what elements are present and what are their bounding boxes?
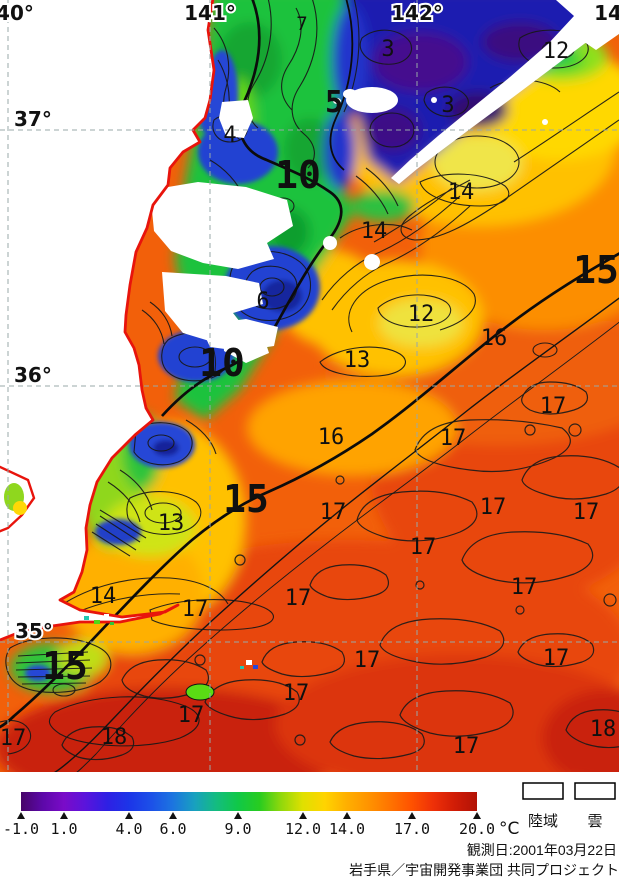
legend-area: -1.0 1.0 4.0 6.0 9.0 12.0 14.0 17.0 20.0… [0,772,619,881]
colorbar-tick-label: 20.0 [459,820,495,838]
contour-lines [0,0,619,755]
contour-label: 17 [283,681,310,706]
contour-label: 17 [320,500,347,525]
contour-label: 12 [543,39,570,64]
contour-label: 16 [481,326,508,351]
colorbar-tick-label: 1.0 [50,820,77,838]
contour-label: 5 [325,85,343,120]
colorbar-ticks [17,812,481,819]
contour-label: 14 [90,584,117,609]
contour-label: 16 [318,425,345,450]
grid-labels: 140° 141° 142° 143° 37° 36° 35° [0,0,619,645]
contour-label: 18 [590,717,617,742]
contour-label: 17 [410,535,437,560]
colorbar-tick-label: 4.0 [115,820,142,838]
land-area [0,0,216,642]
contour-label: 15 [573,248,619,292]
colorbar-tick-label: 14.0 [329,820,365,838]
cloud-legend-box [574,782,616,800]
land-legend-box [522,782,564,800]
contour-label: 17 [511,575,538,600]
warm-zone-contour-loops [61,381,619,761]
contour-label: 17 [573,500,600,525]
contour-label: 17 [0,726,26,751]
contour-value-labels: 7 3 5 3 12 4 10 14 14 6 12 16 15 13 10 1… [0,13,619,759]
contour-label: 17 [285,586,312,611]
contour-label: 13 [158,511,185,536]
contour-label: 14 [448,180,475,205]
temperature-field [0,0,619,772]
cloud-areas [150,0,619,363]
temperature-colorbar [21,792,477,811]
contour-label: 18 [101,725,128,750]
latitude-label: 37° [14,107,52,131]
unit-label: °C [499,819,519,839]
contour-label: 7 [296,13,307,35]
longitude-label: 143° [594,1,619,25]
contour-label: 15 [42,644,88,688]
contour-label: 17 [540,394,567,419]
colorbar-tick-label: -1.0 [3,820,39,838]
contour-label: 17 [354,648,381,673]
land-legend-label: 陸域 [528,813,558,830]
grid-lines [0,0,619,772]
contour-label: 17 [440,426,467,451]
contour-label: 3 [381,37,394,62]
colorbar-tick-labels: -1.0 1.0 4.0 6.0 9.0 12.0 14.0 17.0 20.0 [3,820,495,838]
credit-text: 岩手県／宇宙開発事業団 共同プロジェクト [349,862,619,878]
contour-label: 17 [543,646,570,671]
longitude-label: 140° [0,1,34,25]
contour-label: 10 [275,153,321,197]
pixel-specks [84,614,258,701]
observation-date: 観測日:2001年03月22日 [467,842,617,858]
colorbar-tick-label: 12.0 [285,820,321,838]
colorbar-tick-label: 6.0 [159,820,186,838]
sst-map: 140° 141° 142° 143° 37° 36° 35° 7 3 5 3 … [0,0,619,772]
cloud-legend-label: 雲 [587,813,602,830]
colorbar-tick-label: 17.0 [394,820,430,838]
contour-label: 14 [361,219,388,244]
contour-label: 17 [182,597,209,622]
colorbar-tick-label: 9.0 [224,820,251,838]
contour-label: 13 [344,348,371,373]
contour-label: 17 [453,734,480,759]
coastline [0,0,216,642]
contour-label: 4 [223,123,236,148]
latitude-label: 35° [15,619,53,643]
latitude-label: 36° [14,363,52,387]
contour-label: 17 [480,495,507,520]
contour-label: 17 [178,703,205,728]
contour-label: 12 [408,302,435,327]
contour-label: 6 [256,289,269,314]
longitude-label: 142° [391,1,443,25]
contour-label: 3 [441,93,454,118]
longitude-label: 141° [184,1,236,25]
contour-label: 10 [199,341,245,385]
contour-label: 15 [223,477,269,521]
